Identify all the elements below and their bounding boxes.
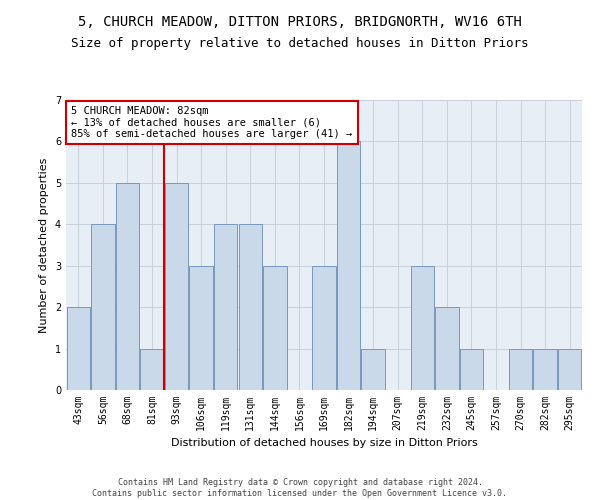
Bar xyxy=(91,224,115,390)
Bar xyxy=(165,183,188,390)
Bar xyxy=(509,348,532,390)
Bar xyxy=(116,183,139,390)
X-axis label: Distribution of detached houses by size in Ditton Priors: Distribution of detached houses by size … xyxy=(170,438,478,448)
Text: Size of property relative to detached houses in Ditton Priors: Size of property relative to detached ho… xyxy=(71,38,529,51)
Bar xyxy=(533,348,557,390)
Bar xyxy=(435,307,458,390)
Bar xyxy=(558,348,581,390)
Y-axis label: Number of detached properties: Number of detached properties xyxy=(40,158,49,332)
Text: Contains HM Land Registry data © Crown copyright and database right 2024.
Contai: Contains HM Land Registry data © Crown c… xyxy=(92,478,508,498)
Text: 5 CHURCH MEADOW: 82sqm
← 13% of detached houses are smaller (6)
85% of semi-deta: 5 CHURCH MEADOW: 82sqm ← 13% of detached… xyxy=(71,106,352,139)
Bar xyxy=(313,266,335,390)
Bar xyxy=(410,266,434,390)
Bar xyxy=(214,224,238,390)
Bar xyxy=(460,348,483,390)
Bar xyxy=(67,307,90,390)
Bar xyxy=(140,348,164,390)
Bar xyxy=(337,142,360,390)
Bar xyxy=(361,348,385,390)
Bar xyxy=(263,266,287,390)
Bar xyxy=(239,224,262,390)
Bar xyxy=(190,266,213,390)
Text: 5, CHURCH MEADOW, DITTON PRIORS, BRIDGNORTH, WV16 6TH: 5, CHURCH MEADOW, DITTON PRIORS, BRIDGNO… xyxy=(78,15,522,29)
